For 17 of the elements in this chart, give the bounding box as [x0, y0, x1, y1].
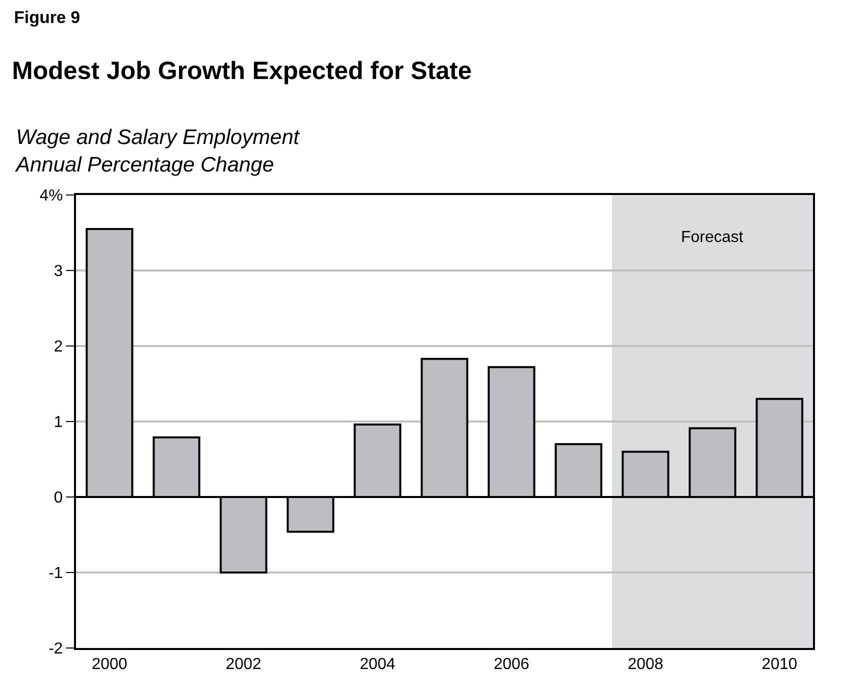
x-tick-label: 2006 [494, 656, 530, 674]
x-tick-label: 2008 [628, 656, 664, 674]
x-tick-label: 2004 [360, 656, 396, 674]
caption: Figure 9 [14, 8, 80, 27]
x-tick-label: 2002 [226, 656, 262, 674]
x-tick-label: 2010 [762, 656, 798, 674]
y-tick-label: 3 [54, 263, 63, 280]
y-tick-label: 1 [54, 414, 63, 432]
chart-title: Modest Job Growth Expected for State [12, 56, 472, 85]
y-tick-label: 4% [40, 188, 63, 205]
y-tick-label: -2 [48, 640, 63, 658]
band-label: Forecast [681, 229, 744, 246]
x-tick-label: 2000 [92, 656, 128, 674]
y-tick-label: 0 [54, 490, 63, 507]
y-tick-label: 2 [54, 338, 63, 356]
y-tick-label: -1 [48, 565, 63, 582]
chart-subtitle: Wage and Salary Employment Annual Percentage Change [14, 126, 300, 176]
